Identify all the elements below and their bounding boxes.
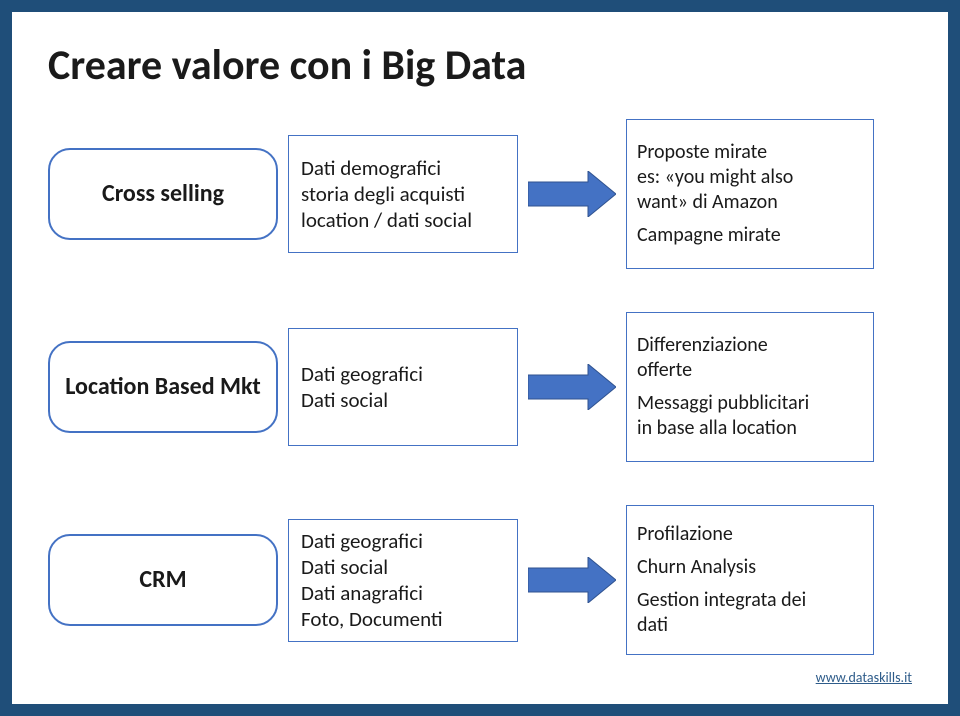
- slide-title: Creare valore con i Big Data: [48, 40, 912, 91]
- input-data-box: Dati geograficiDati socialDati anagrafic…: [288, 519, 518, 642]
- input-data-box: Dati demograficistoria degli acquistiloc…: [288, 135, 518, 253]
- input-data-box: Dati geograficiDati social: [288, 328, 518, 446]
- slide-outer-frame: Creare valore con i Big Data Cross selli…: [0, 0, 960, 716]
- output-line: es: «you might also: [637, 165, 793, 190]
- category-box: Location Based Mkt: [48, 341, 278, 433]
- output-box: Profilazione Churn Analysis Gestion integr…: [626, 505, 874, 655]
- diagram-row: CRMDati geograficiDati socialDati anagra…: [48, 505, 912, 655]
- diagram-row: Location Based MktDati geograficiDati so…: [48, 312, 912, 462]
- input-data-line: Dati geografici: [301, 528, 423, 554]
- output-line: Differenziazione: [637, 333, 768, 358]
- output-line: Messaggi pubblicitari: [637, 391, 809, 416]
- output-group: Campagne mirate: [637, 223, 781, 248]
- output-line: offerte: [637, 358, 768, 383]
- input-data-line: storia degli acquisti: [301, 181, 465, 207]
- input-data-line: Dati social: [301, 554, 388, 580]
- input-data-line: Dati anagrafici: [301, 580, 423, 606]
- output-line: Campagne mirate: [637, 223, 781, 248]
- input-data-line: Dati demografici: [301, 155, 441, 181]
- output-line: dati: [637, 613, 806, 638]
- footer-link: www.dataskills.it: [48, 669, 912, 686]
- output-line: want» di Amazon: [637, 190, 793, 215]
- slide-inner: Creare valore con i Big Data Cross selli…: [12, 12, 948, 704]
- output-group: Gestion integrata deidati: [637, 588, 806, 638]
- diagram-rows: Cross sellingDati demograficistoria degl…: [48, 119, 912, 665]
- arrow-icon: [528, 557, 616, 603]
- output-group: Churn Analysis: [637, 555, 756, 580]
- output-group: Differenziazioneofferte: [637, 333, 768, 383]
- output-line: Profilazione: [637, 522, 733, 547]
- output-box: Proposte miratees: «you might alsowant» …: [626, 119, 874, 269]
- output-line: Proposte mirate: [637, 140, 793, 165]
- input-data-line: Dati geografici: [301, 361, 423, 387]
- output-box: Differenziazioneofferte Messaggi pubblici…: [626, 312, 874, 462]
- output-line: in base alla location: [637, 416, 809, 441]
- category-box: CRM: [48, 534, 278, 626]
- diagram-row: Cross sellingDati demograficistoria degl…: [48, 119, 912, 269]
- input-data-line: location / dati social: [301, 207, 472, 233]
- input-data-line: Foto, Documenti: [301, 606, 443, 632]
- arrow-icon: [528, 171, 616, 217]
- output-line: Churn Analysis: [637, 555, 756, 580]
- arrow-icon: [528, 364, 616, 410]
- output-line: Gestion integrata dei: [637, 588, 806, 613]
- output-group: Proposte miratees: «you might alsowant» …: [637, 140, 793, 215]
- input-data-line: Dati social: [301, 387, 388, 413]
- output-group: Profilazione: [637, 522, 733, 547]
- output-group: Messaggi pubblicitariin base alla locati…: [637, 391, 809, 441]
- category-box: Cross selling: [48, 148, 278, 240]
